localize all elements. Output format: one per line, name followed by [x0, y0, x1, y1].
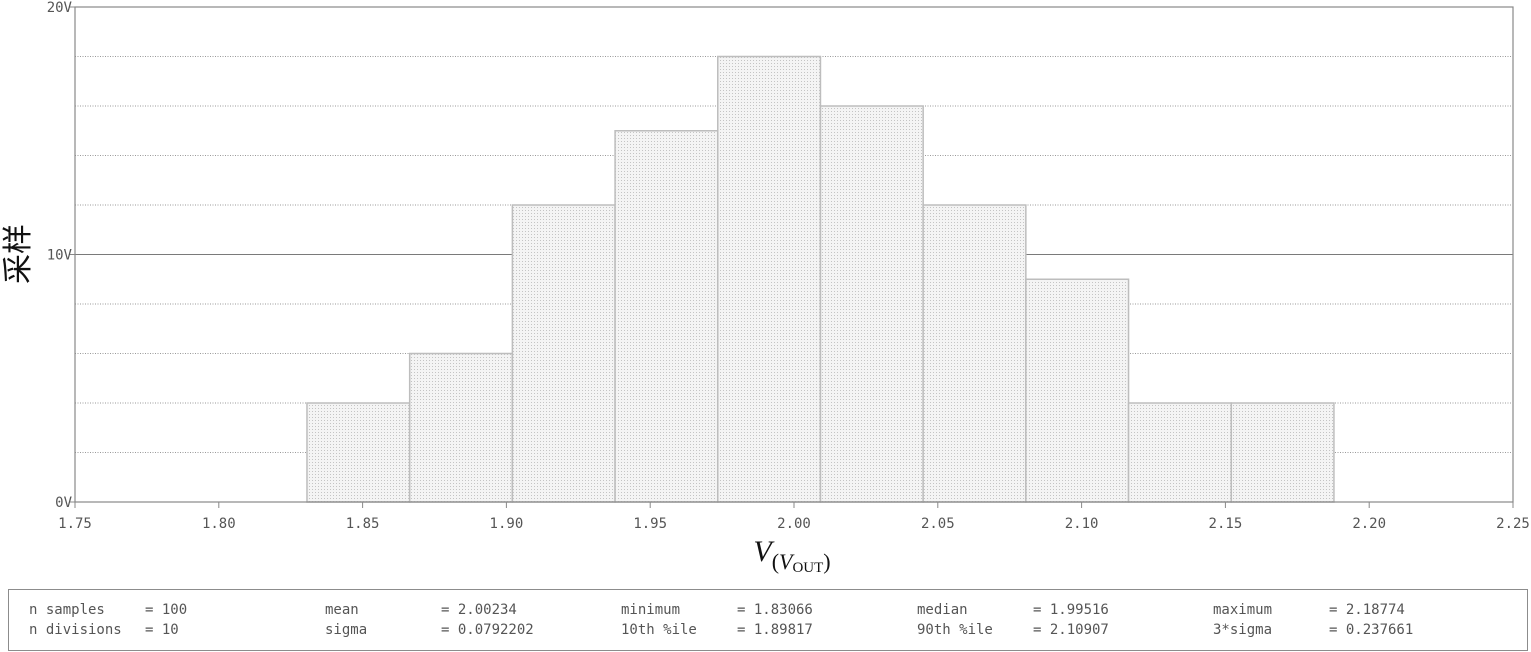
stat-value: = 2.18774	[1329, 602, 1405, 618]
histogram-bar	[819, 105, 924, 503]
x-tick-label: 1.80	[202, 516, 236, 532]
stats-column: n samples = 100 n divisions = 10	[29, 600, 187, 640]
y-tick-label: 0V	[55, 495, 72, 511]
x-tick-label: 2.15	[1209, 516, 1243, 532]
x-axis-title-main: V	[753, 535, 775, 568]
stat-label: sigma	[325, 622, 368, 638]
stat-row: 3*sigma = 0.237661	[1213, 620, 1413, 640]
x-axis-title-paren-open: (	[772, 549, 779, 574]
histogram-bar	[306, 402, 411, 503]
stats-column: maximum = 2.18774 3*sigma = 0.237661	[1213, 600, 1413, 640]
stat-value: = 100	[145, 602, 188, 618]
histogram-chart: 1.75 1.80 1.85 1.90 1.95 2.00 2.05 2.10 2.15 2.20…	[1, 0, 1530, 576]
tick-labels: 1.75 1.80 1.85 1.90 1.95 2.00 2.05 2.10 2.15 2.20…	[47, 0, 1530, 532]
stat-row: maximum = 2.18774	[1213, 600, 1413, 620]
stats-column: minimum = 1.83066 10th %ile = 1.89817	[621, 600, 813, 640]
stat-row: 90th %ile = 2.10907	[917, 620, 1109, 640]
stat-value: = 1.99516	[1033, 602, 1109, 618]
histogram-bar	[1025, 278, 1130, 503]
x-tick-label: 2.00	[777, 516, 811, 532]
statistics-panel: n samples = 100 n divisions = 10 mean = 2.002…	[8, 589, 1528, 651]
axes	[69, 6, 1514, 508]
stat-label: n samples	[29, 602, 105, 618]
x-tick-label: 1.85	[346, 516, 380, 532]
stat-value: = 1.89817	[737, 622, 813, 638]
y-axis-title: 采样	[1, 224, 36, 284]
stat-row: 10th %ile = 1.89817	[621, 620, 813, 640]
stat-value: = 0.0792202	[441, 622, 534, 638]
stat-row: n samples = 100	[29, 600, 187, 620]
stat-row: minimum = 1.83066	[621, 600, 813, 620]
stat-value: = 2.10907	[1033, 622, 1109, 638]
histogram-bar	[408, 352, 514, 503]
x-axis-title-sub-sub: OUT	[792, 560, 823, 576]
y-tick-label: 20V	[47, 0, 73, 16]
x-tick-label: 2.10	[1065, 516, 1099, 532]
stats-column: mean = 2.00234 sigma = 0.0792202	[325, 600, 534, 640]
histogram-bars	[306, 55, 1335, 503]
x-tick-label: 2.25	[1496, 516, 1530, 532]
stat-value: = 10	[145, 622, 179, 638]
stat-value: = 2.00234	[441, 602, 517, 618]
stat-label: mean	[325, 602, 359, 618]
stat-row: mean = 2.00234	[325, 600, 534, 620]
x-tick-label: 1.90	[490, 516, 524, 532]
x-axis-title: V(VOUT)	[753, 535, 830, 576]
stat-label: 10th %ile	[621, 622, 697, 638]
y-tick-label: 10V	[47, 248, 73, 264]
histogram-bar	[1127, 402, 1232, 503]
stat-row: sigma = 0.0792202	[325, 620, 534, 640]
histogram-bar	[922, 204, 1027, 503]
stat-label: n divisions	[29, 622, 122, 638]
x-tick-label: 1.75	[58, 516, 92, 532]
x-tick-label: 2.05	[921, 516, 955, 532]
stat-value: = 0.237661	[1329, 622, 1414, 638]
histogram-bar	[614, 130, 719, 503]
stat-label: minimum	[621, 602, 681, 618]
x-tick-label: 2.20	[1352, 516, 1386, 532]
x-axis-title-paren-close: )	[823, 549, 830, 574]
stat-row: median = 1.99516	[917, 600, 1109, 620]
stat-label: median	[917, 602, 968, 618]
histogram-bar	[1230, 402, 1335, 503]
x-tick-label: 1.95	[633, 516, 667, 532]
histogram-bar	[717, 55, 822, 503]
stats-column: median = 1.99516 90th %ile = 2.10907	[917, 600, 1109, 640]
x-axis-title-sub-var: V	[779, 549, 795, 574]
stat-label: 3*sigma	[1213, 622, 1273, 638]
stat-row: n divisions = 10	[29, 620, 187, 640]
stat-label: maximum	[1213, 602, 1273, 618]
stat-value: = 1.83066	[737, 602, 813, 618]
stat-label: 90th %ile	[917, 622, 993, 638]
histogram-bar	[511, 204, 616, 503]
